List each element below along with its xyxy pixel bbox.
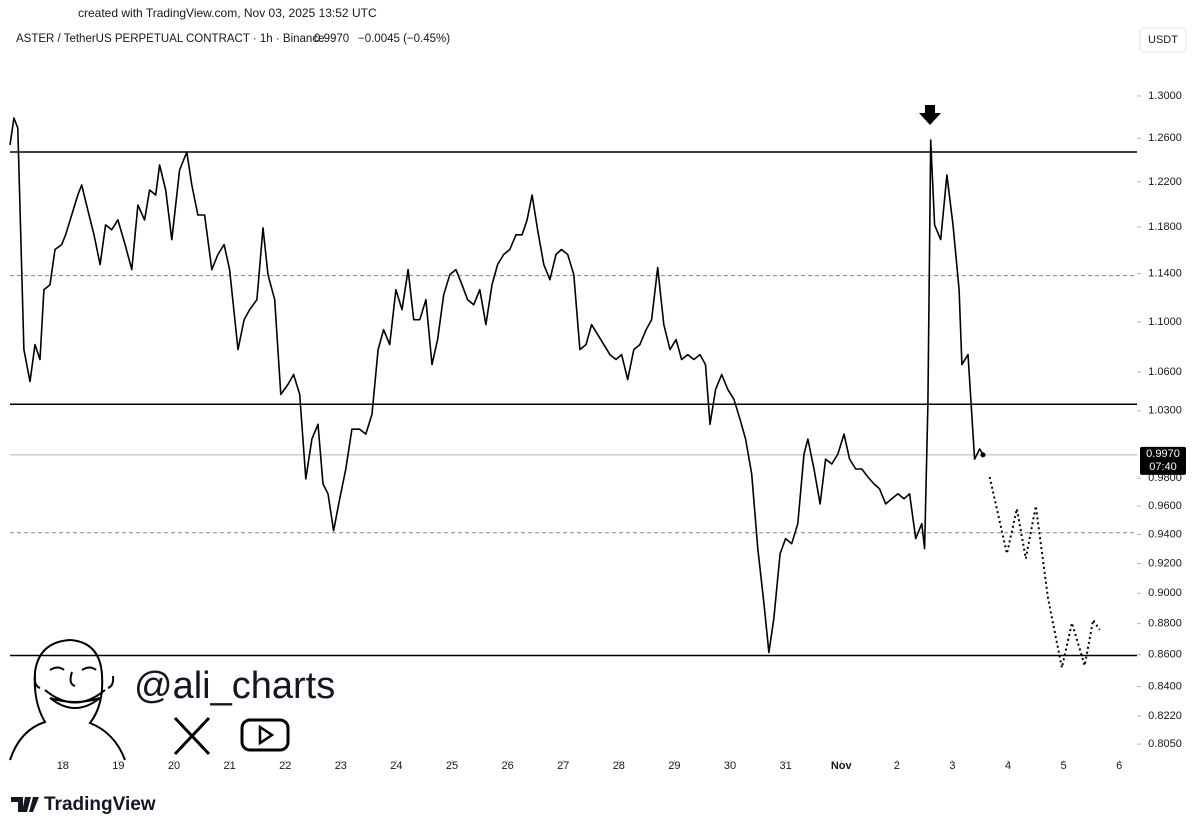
x-tick-label: 22 [279, 760, 291, 772]
avatar [9, 638, 126, 761]
x-tick-label: 30 [724, 760, 736, 772]
y-tick-label: 0.9000 [1148, 587, 1182, 599]
price-badge-label: 0.9970 [1146, 448, 1180, 460]
youtube-play [258, 724, 275, 746]
price: 0.9970 [314, 33, 349, 45]
plot: 1.3000 1.2600 1.2200 1.1800 1.1400 1.1000 1.06… [9, 90, 1186, 772]
y-tick-label: 0.8600 [1148, 649, 1182, 661]
y-tick-label: 0.8050 [1148, 738, 1182, 750]
x-tick-label: 20 [168, 760, 180, 772]
x-tick-label: 18 [57, 760, 69, 772]
y-tick-label: 0.9600 [1148, 500, 1182, 512]
x-tick-label: 28 [613, 760, 625, 772]
y-tick-label: 1.0300 [1148, 405, 1182, 417]
countdown: 07:40 [1149, 461, 1177, 473]
price-badge [1140, 446, 1186, 475]
y-tick-label: 1.2600 [1148, 132, 1182, 144]
y-tick-label: 0.8800 [1148, 618, 1182, 630]
x-tick-label: 24 [390, 760, 402, 772]
currency-box[interactable] [1139, 27, 1187, 53]
handle: @ali_charts [134, 665, 335, 707]
y-tick-label: 0.8400 [1148, 680, 1182, 692]
y-tick-label: 1.1000 [1148, 316, 1182, 328]
price-line [9, 117, 984, 654]
last-point [980, 452, 986, 458]
x-tick-label: 31 [779, 760, 791, 772]
change: −0.0045 (−0.45%) [358, 33, 450, 45]
x-tick-label: 5 [1061, 760, 1067, 772]
y-tick-label: 1.1400 [1148, 267, 1182, 279]
y-tick-label: 0.9400 [1148, 528, 1182, 540]
price-line [988, 476, 1101, 669]
currency: USDT [1148, 34, 1178, 46]
x-tick-label: 6 [1116, 760, 1122, 772]
brand: TradingView [44, 794, 156, 815]
x-tick-label: 23 [335, 760, 347, 772]
x-tick-label: 4 [1005, 760, 1011, 772]
x-tick-label: 25 [446, 760, 458, 772]
brand-logo [11, 797, 39, 812]
y-tick-label: 1.3000 [1148, 90, 1182, 102]
y-tick-label: 1.1800 [1148, 221, 1182, 233]
y-tick-label: 0.9800 [1148, 472, 1182, 484]
x-tick-label: 26 [501, 760, 513, 772]
x-tick-label: 21 [223, 760, 235, 772]
youtube-icon[interactable] [240, 718, 290, 752]
y-tick-label: 1.0600 [1148, 366, 1182, 378]
x-tick-label: 2 [894, 760, 900, 772]
x-tick-label: 3 [949, 760, 955, 772]
x-tick-label: 27 [557, 760, 569, 772]
y-tick-label: 1.2200 [1148, 176, 1182, 188]
credit: created with TradingView.com, Nov 03, 20… [78, 6, 377, 20]
y-tick-label: 0.8220 [1148, 710, 1182, 722]
x-tick-label: 29 [668, 760, 680, 772]
x-tick-label: Nov [831, 760, 853, 772]
arrow-annotation [919, 105, 941, 125]
y-tick-label: 0.9200 [1148, 557, 1182, 569]
x-tick-label: 19 [112, 760, 124, 772]
symbol: ASTER / TetherUS PERPETUAL CONTRACT · 1h… [16, 33, 324, 45]
x-icon[interactable] [173, 716, 211, 756]
